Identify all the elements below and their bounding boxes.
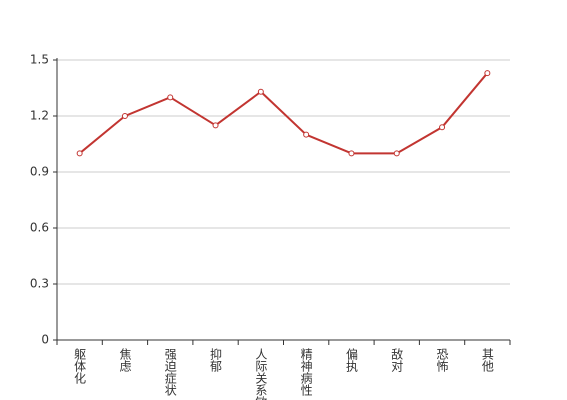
y-tick-label: 0: [41, 333, 49, 347]
x-tick-label: 其他: [480, 348, 494, 372]
point: [167, 94, 174, 101]
line: [79, 72, 489, 155]
point: [439, 124, 446, 131]
point: [484, 70, 491, 77]
y-tick-label: 1.5: [30, 53, 49, 67]
point: [393, 150, 400, 157]
point: [257, 88, 264, 95]
x-tick-label: 抑郁: [209, 347, 223, 373]
x-tick-label: 焦虑: [118, 348, 132, 372]
x-tick-label: 恐怖: [435, 348, 449, 372]
x-tick-label: 躯体化: [73, 347, 87, 385]
point: [121, 113, 128, 119]
point: [303, 131, 310, 138]
x-tick-label: 精神病性: [299, 348, 313, 397]
x-tick-label: 敌对: [390, 347, 404, 372]
point: [76, 150, 83, 157]
y-tick-label: 0.6: [30, 221, 49, 235]
point: [212, 122, 219, 129]
point: [348, 150, 355, 157]
x-tick-label: 强迫症状: [163, 348, 177, 396]
y-tick-label: 0.3: [30, 277, 49, 291]
x-tick-label: 偏执: [344, 347, 358, 373]
y-tick-label: 1.2: [30, 109, 49, 123]
x-tick-label: 人际关系敏感: [254, 348, 268, 400]
y-tick-label: 0.9: [30, 165, 49, 179]
